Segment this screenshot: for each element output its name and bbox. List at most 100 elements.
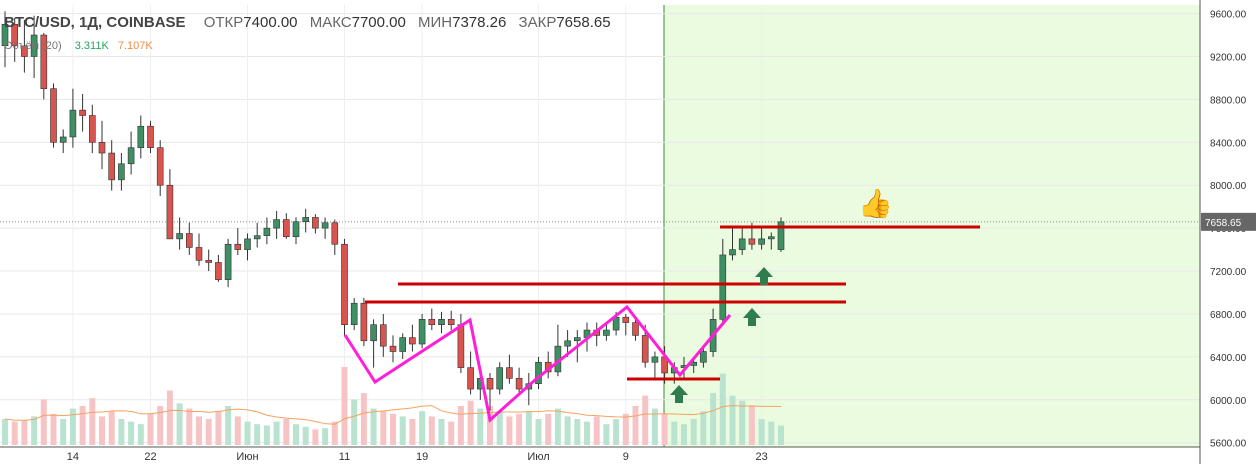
volume-bar	[118, 419, 125, 445]
volume-bar	[467, 400, 474, 445]
candle-body	[777, 221, 785, 250]
volume-bar	[584, 421, 590, 445]
volume-bar	[89, 398, 96, 445]
candle-body	[447, 319, 455, 325]
volume-bar	[31, 416, 38, 445]
candle-body	[389, 345, 397, 352]
high-value: 7700.00	[351, 14, 406, 31]
volume-bar	[632, 406, 639, 445]
trend-zigzag	[343, 304, 732, 423]
volume-bar	[351, 399, 358, 445]
volume-bar	[360, 393, 367, 445]
y-tick-label: 6400.00	[1210, 353, 1247, 364]
candle-body	[79, 109, 86, 116]
x-tick-label: 19	[416, 451, 428, 463]
volume-bar	[380, 411, 387, 445]
volume-bar	[50, 413, 57, 445]
candle-body	[176, 233, 183, 240]
symbol-title[interactable]: BTC/USD, 1Д, COINBASE	[4, 14, 186, 31]
volume-bar	[545, 413, 552, 445]
volume-bar	[642, 395, 649, 445]
volume-bar	[419, 411, 426, 445]
candle-body	[89, 115, 96, 143]
candle-body	[738, 238, 746, 250]
candle-body	[341, 243, 348, 325]
candle-body	[370, 324, 377, 342]
open-value: 7400.00	[243, 14, 298, 31]
candle-body	[767, 236, 775, 240]
candle-body	[69, 109, 77, 138]
x-tick-label: Июл	[527, 451, 549, 463]
candle-body	[467, 367, 474, 390]
volume-bar	[457, 406, 464, 445]
volume-bar	[768, 421, 775, 445]
volume-bar	[671, 421, 678, 445]
last-price-tag-label: 7658.65	[1205, 218, 1242, 229]
candle-body	[11, 24, 18, 47]
volume-bar	[99, 416, 105, 445]
volume-bar	[428, 416, 435, 445]
candle-body	[331, 222, 339, 245]
volume-legend: Объём (20) 3.311K 7.107K	[4, 40, 153, 52]
candle-body	[40, 34, 48, 89]
volume-bar	[729, 395, 736, 445]
volume-bar	[399, 416, 406, 445]
volume-bar	[205, 419, 212, 445]
volume-bar	[341, 367, 348, 445]
volume-bar	[506, 416, 513, 445]
volume-bar	[700, 411, 707, 445]
candle-body	[137, 125, 145, 148]
candle-body	[98, 142, 106, 154]
candle-body	[50, 88, 57, 143]
x-tick-label: 23	[755, 451, 767, 463]
low-value: 7378.26	[452, 14, 507, 31]
volume-bar	[409, 419, 416, 445]
up-arrow-icon	[670, 385, 688, 403]
volume-bar	[108, 411, 115, 445]
candle-body	[428, 319, 436, 325]
candle-body	[486, 378, 494, 390]
volume-bar	[157, 406, 164, 445]
volume-bar	[137, 424, 144, 445]
volume-bar	[331, 421, 338, 445]
volume-value-2: 7.107K	[117, 40, 153, 52]
candle-body	[360, 302, 368, 342]
volume-bar	[390, 413, 396, 445]
open-label: ОТКР	[203, 14, 244, 31]
volume-bar	[176, 403, 183, 445]
candle-body	[632, 322, 639, 336]
y-tick-label: 7200.00	[1210, 267, 1247, 278]
up-arrow-icon	[743, 308, 761, 326]
volume-bar	[525, 411, 532, 445]
volume-bar	[603, 424, 610, 445]
candle-body	[573, 337, 581, 342]
volume-bar	[283, 419, 290, 445]
volume-value-1: 3.311K	[74, 40, 109, 52]
volume-bar	[79, 406, 86, 445]
candle-body	[457, 324, 465, 368]
candle-body	[59, 136, 67, 143]
volume-bar	[312, 429, 319, 445]
candle-body	[379, 324, 387, 347]
volume-bar	[60, 419, 67, 445]
candle-body	[350, 302, 358, 325]
thumbs-up-icon: 👍	[858, 188, 893, 219]
x-tick-label: 22	[144, 451, 156, 463]
volume-bar	[2, 419, 8, 445]
candle-body	[147, 125, 154, 148]
y-tick-label: 8000.00	[1210, 181, 1247, 192]
close-label: ЗАКР	[518, 14, 557, 31]
volume-bar	[564, 416, 571, 445]
candle-body	[302, 217, 310, 223]
candle-body	[496, 367, 504, 390]
candle-body	[215, 262, 222, 280]
volume-bar	[748, 406, 755, 445]
volume-bar	[554, 408, 561, 445]
volume-bar	[215, 411, 222, 445]
candle-body	[108, 152, 115, 181]
volume-bar	[661, 413, 668, 445]
last-price-tag	[1201, 212, 1256, 231]
candle-body	[438, 319, 445, 325]
